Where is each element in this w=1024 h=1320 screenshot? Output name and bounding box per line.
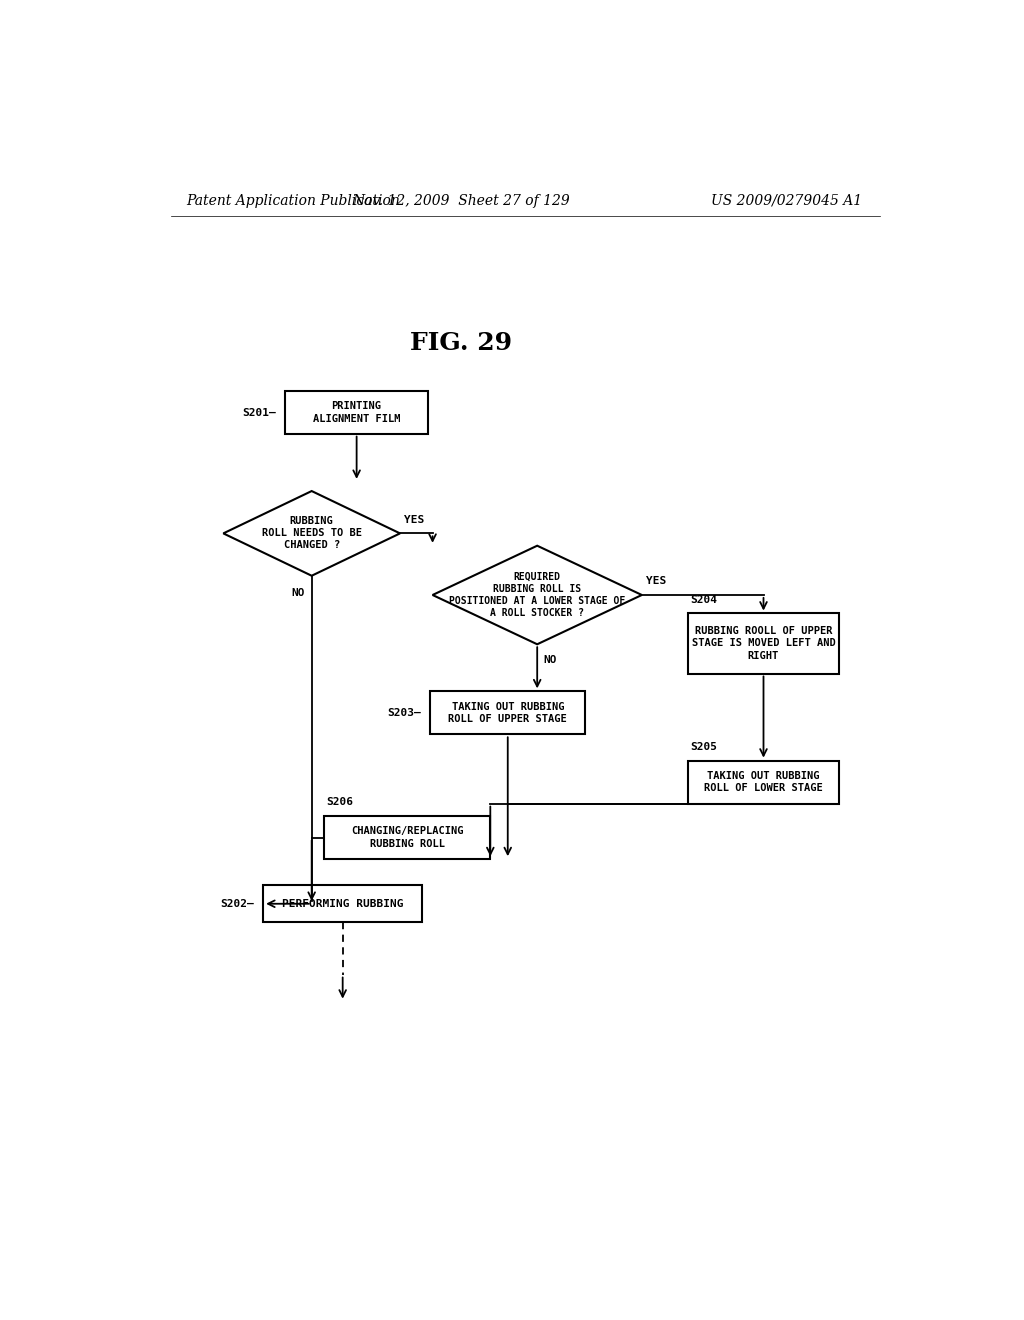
Text: RUBBING ROOLL OF UPPER
STAGE IS MOVED LEFT AND
RIGHT: RUBBING ROOLL OF UPPER STAGE IS MOVED LE…: [691, 626, 836, 661]
Bar: [324, 816, 490, 859]
Bar: [430, 692, 586, 734]
Text: S204: S204: [690, 594, 717, 605]
Bar: [688, 614, 839, 673]
Text: PRINTING
ALIGNMENT FILM: PRINTING ALIGNMENT FILM: [313, 401, 400, 424]
Polygon shape: [223, 491, 400, 576]
Text: Patent Application Publication: Patent Application Publication: [186, 194, 400, 207]
Text: NO: NO: [544, 655, 557, 665]
Text: US 2009/0279045 A1: US 2009/0279045 A1: [712, 194, 862, 207]
Polygon shape: [432, 545, 642, 644]
Text: Nov. 12, 2009  Sheet 27 of 129: Nov. 12, 2009 Sheet 27 of 129: [352, 194, 570, 207]
Text: S205: S205: [690, 742, 717, 751]
Bar: [285, 391, 428, 434]
Text: RUBBING
ROLL NEEDS TO BE
CHANGED ?: RUBBING ROLL NEEDS TO BE CHANGED ?: [262, 516, 361, 550]
Text: S206: S206: [326, 797, 353, 807]
Bar: [688, 760, 839, 804]
Text: YES: YES: [646, 576, 666, 586]
Text: S201—: S201—: [243, 408, 276, 417]
Text: NO: NO: [291, 587, 304, 598]
Text: CHANGING/REPLACING
RUBBING ROLL: CHANGING/REPLACING RUBBING ROLL: [351, 826, 463, 849]
Text: PERFORMING RUBBING: PERFORMING RUBBING: [282, 899, 403, 908]
Text: TAKING OUT RUBBING
ROLL OF LOWER STAGE: TAKING OUT RUBBING ROLL OF LOWER STAGE: [705, 771, 823, 793]
Text: YES: YES: [403, 515, 424, 524]
Text: TAKING OUT RUBBING
ROLL OF UPPER STAGE: TAKING OUT RUBBING ROLL OF UPPER STAGE: [449, 702, 567, 723]
Text: FIG. 29: FIG. 29: [411, 331, 512, 355]
Text: REQUIRED
RUBBING ROLL IS
POSITIONED AT A LOWER STAGE OF
A ROLL STOCKER ?: REQUIRED RUBBING ROLL IS POSITIONED AT A…: [450, 572, 626, 618]
Bar: [263, 886, 422, 923]
Text: S202—: S202—: [220, 899, 254, 908]
Text: S203—: S203—: [388, 708, 421, 718]
